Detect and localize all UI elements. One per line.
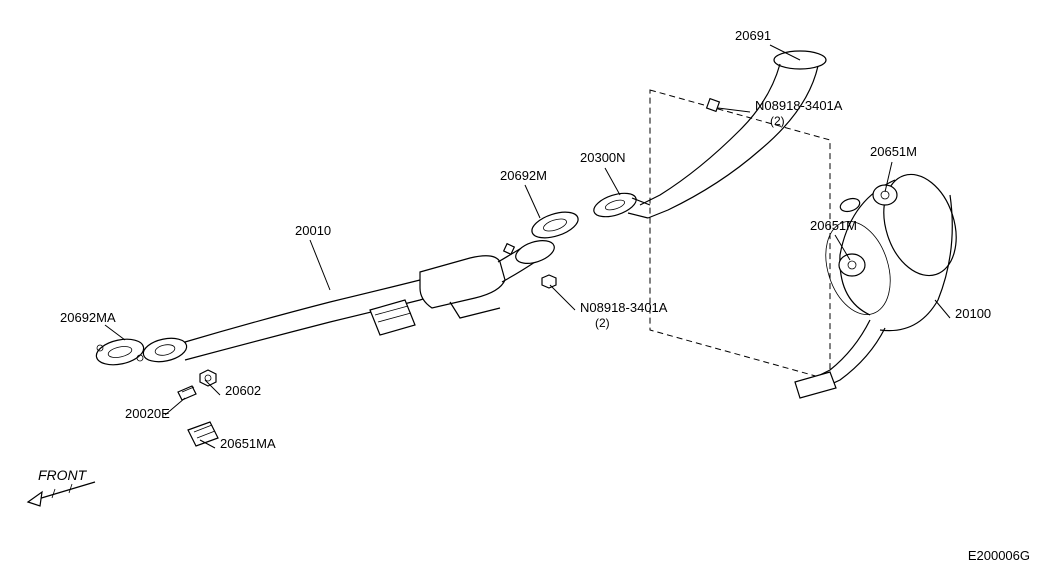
part-label: N08918-3401A bbox=[755, 98, 843, 113]
part-label: 20300N bbox=[580, 150, 626, 165]
part-label: (2) bbox=[595, 316, 610, 330]
leader-line bbox=[605, 168, 620, 195]
front-tube-20010 bbox=[141, 236, 557, 365]
gasket-20692m bbox=[529, 207, 581, 243]
exhaust-diagram: FRONT 20691N08918-3401A(2)20300N20692M20… bbox=[0, 0, 1045, 572]
nut-center-08918 bbox=[542, 275, 556, 288]
front-arrow: FRONT bbox=[28, 467, 95, 506]
tail-pipe-20691 bbox=[640, 51, 826, 218]
mount-20651m-upper bbox=[873, 185, 897, 205]
part-label: 20602 bbox=[225, 383, 261, 398]
part-label: 20691 bbox=[735, 28, 771, 43]
leader-line bbox=[105, 325, 125, 340]
part-label: 20651MA bbox=[220, 436, 276, 451]
mount-20651m-lower bbox=[839, 254, 865, 276]
part-label: 20020E bbox=[125, 406, 170, 421]
part-label: (2) bbox=[770, 114, 785, 128]
gasket-20692ma bbox=[94, 335, 146, 368]
part-labels: 20691N08918-3401A(2)20300N20692M20651M20… bbox=[60, 28, 991, 451]
leader-line bbox=[550, 285, 575, 310]
part-label: 20100 bbox=[955, 306, 991, 321]
leader-line bbox=[310, 240, 330, 290]
leader-line bbox=[935, 300, 950, 318]
mount-20651ma bbox=[188, 422, 218, 446]
group-box-dashed bbox=[650, 90, 830, 380]
muffler-20100 bbox=[795, 165, 968, 398]
bolt-20020e bbox=[178, 386, 196, 400]
part-label: 20692M bbox=[500, 168, 547, 183]
front-label-text: FRONT bbox=[38, 467, 88, 483]
leader-line bbox=[525, 185, 540, 218]
part-label: 20651M bbox=[870, 144, 917, 159]
part-label: 20651M bbox=[810, 218, 857, 233]
part-label: N08918-3401A bbox=[580, 300, 668, 315]
part-label: 20692MA bbox=[60, 310, 116, 325]
diagram-id: E200006G bbox=[968, 548, 1030, 563]
leader-line bbox=[835, 235, 850, 260]
part-label: 20010 bbox=[295, 223, 331, 238]
